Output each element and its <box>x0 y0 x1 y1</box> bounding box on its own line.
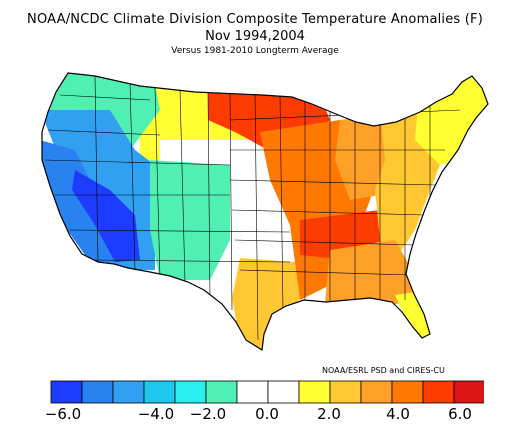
color-scale-tick-1: −4.0 <box>137 405 175 423</box>
color-scale-box-6 <box>236 380 269 404</box>
map-baseline-subtitle: Versus 1981-2010 Longterm Average <box>171 46 339 56</box>
color-scale-box-8 <box>298 380 331 404</box>
color-scale-box-0 <box>50 380 83 404</box>
color-scale-box-5 <box>205 380 238 404</box>
color-scale-tick-3: 0.0 <box>255 405 279 423</box>
map-date-subtitle: Nov 1994,2004 <box>205 29 305 44</box>
division-fills <box>42 73 488 350</box>
color-scale-box-7 <box>267 380 300 404</box>
color-scale-box-10 <box>360 380 393 404</box>
data-credit: NOAA/ESRL PSD and CIRES-CU <box>322 366 445 375</box>
color-scale-tick-6: 6.0 <box>448 405 472 423</box>
color-scale-tick-4: 2.0 <box>317 405 341 423</box>
color-scale-box-1 <box>81 380 114 404</box>
region-southeast <box>325 240 420 304</box>
color-scale-tick-0: −6.0 <box>44 405 82 423</box>
region-florida <box>395 292 432 342</box>
color-scale-box-2 <box>112 380 145 404</box>
color-scale-tick-2: −2.0 <box>189 405 227 423</box>
color-scale-box-3 <box>143 380 176 404</box>
color-scale-tick-5: 4.0 <box>386 405 410 423</box>
color-scale-box-9 <box>329 380 362 404</box>
color-scale-box-13 <box>453 380 484 404</box>
map-title: NOAA/NCDC Climate Division Composite Tem… <box>27 12 483 27</box>
color-scale-box-4 <box>174 380 207 404</box>
color-scale-box-12 <box>422 380 455 404</box>
region-southwest-desert <box>72 170 140 262</box>
region-southern-rockies <box>150 160 230 280</box>
color-scale-box-11 <box>391 380 424 404</box>
color-scale-bar <box>50 380 484 404</box>
region-texas-east <box>232 258 300 350</box>
us-outline <box>41 72 489 352</box>
